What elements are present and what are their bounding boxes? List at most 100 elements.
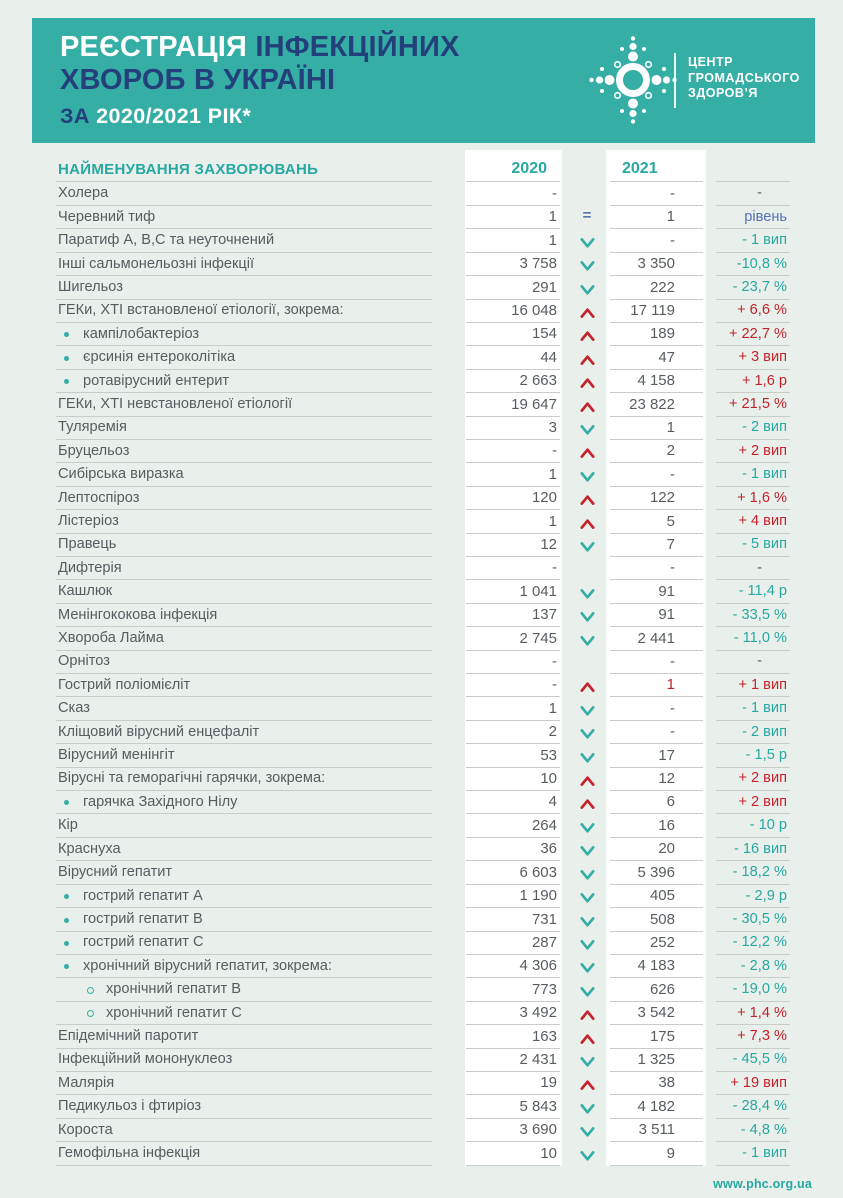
value-2020: 287 <box>466 932 560 955</box>
trend-indicator: = <box>564 1119 610 1142</box>
trend-indicator: = <box>564 768 610 791</box>
trend-indicator: = <box>564 510 610 533</box>
value-2020: 2 431 <box>466 1049 560 1072</box>
down-arrow-icon <box>579 1103 595 1114</box>
change-value: - 5 вип <box>716 534 790 557</box>
value-2021: 189 <box>610 323 703 347</box>
down-arrow-icon <box>579 635 595 646</box>
col-2020-header: 2020 <box>466 152 560 182</box>
value-2020: 291 <box>466 276 560 300</box>
value-2020: 10 <box>466 768 560 792</box>
value-2021: 222 <box>610 276 703 300</box>
down-arrow-icon <box>579 729 595 739</box>
trend-indicator: = <box>564 557 610 580</box>
table-row: гострий гепатит В 731 = 508 - 30,5 % <box>0 908 843 932</box>
value-2021: 1 325 <box>610 1049 703 1072</box>
trend-indicator: = <box>564 955 610 978</box>
trend-indicator: = <box>564 206 610 229</box>
disease-name: Краснуха <box>56 838 432 862</box>
trend-indicator: = <box>564 651 610 674</box>
value-2020: 10 <box>466 1142 560 1166</box>
disease-name: Правець <box>56 534 432 557</box>
page-title: РЕЄСТРАЦІЯ ІНФЕКЦІЙНИХ ХВОРОБ В УКРАЇНІ <box>60 31 460 97</box>
change-value: - 2,9 р <box>716 885 790 909</box>
table-row: Черевний тиф 1 = 1 рівень <box>0 206 843 230</box>
change-value: - 2,8 % <box>716 955 790 979</box>
value-2021: 626 <box>610 978 703 1002</box>
value-2020: 12 <box>466 534 560 557</box>
disease-name: Гострий поліомієліт <box>56 674 432 698</box>
value-2021: 4 183 <box>610 955 703 979</box>
value-2021: 1 <box>610 206 703 230</box>
value-2021: - <box>610 229 703 253</box>
table-row: Епідемічний паротит 163 = 175 + 7,3 % <box>0 1025 843 1049</box>
value-2021: 5 396 <box>610 861 703 885</box>
col-change-header <box>716 152 790 182</box>
trend-indicator: = <box>564 814 610 837</box>
trend-indicator: = <box>564 1025 610 1048</box>
table-row: гострий гепатит А 1 190 = 405 - 2,9 р <box>0 885 843 909</box>
table-row: хронічний вірусний гепатит, зокрема: 4 3… <box>0 955 843 979</box>
value-2020: 731 <box>466 908 560 932</box>
up-arrow-icon <box>579 1080 595 1091</box>
value-2021: 20 <box>610 838 703 862</box>
value-2021: 4 182 <box>610 1095 703 1119</box>
table-row: ГЕКи, ХТІ невстановленої етіології 19 64… <box>0 393 843 417</box>
value-2020: 6 603 <box>466 861 560 885</box>
value-2021: 3 542 <box>610 1002 703 1026</box>
footer-url[interactable]: www.phc.org.ua <box>713 1177 812 1191</box>
change-value: + 19 вип <box>716 1072 790 1096</box>
value-2021: - <box>610 183 703 206</box>
value-2020: 163 <box>466 1025 560 1049</box>
change-value: + 1,6 р <box>716 370 790 394</box>
up-arrow-icon <box>579 799 595 810</box>
disease-name: Інші сальмонельозні інфекції <box>56 253 432 277</box>
disease-name: хронічний гепатит С <box>56 1002 432 1026</box>
table-row: Сказ 1 = - - 1 вип <box>0 697 843 721</box>
trend-indicator: = <box>564 276 610 299</box>
value-2020: - <box>466 674 560 698</box>
change-value: - 1 вип <box>716 697 790 721</box>
equal-icon: = <box>582 207 592 225</box>
table-row: Вірусний менінгіт 53 = 17 - 1,5 р <box>0 744 843 768</box>
down-arrow-icon <box>579 916 595 927</box>
disease-name: Малярія <box>56 1072 432 1096</box>
trend-indicator: = <box>564 300 610 323</box>
change-value: - 23,7 % <box>716 276 790 300</box>
trend-indicator: = <box>564 370 610 393</box>
change-value: - 2 вип <box>716 721 790 745</box>
table-row: Кашлюк 1 041 = 91 - 11,4 р <box>0 580 843 604</box>
col-2021-header: 2021 <box>610 152 703 182</box>
trend-indicator: = <box>564 791 610 814</box>
value-2021: 6 <box>610 791 703 815</box>
table-rows: Холера - = - - Черевний тиф 1 = 1 рівень <box>0 183 843 1166</box>
table-row: Орнітоз - = - - <box>0 651 843 675</box>
value-2020: 2 745 <box>466 627 560 651</box>
disease-name: ГЕКи, ХТІ встановленої етіології, зокрем… <box>56 300 432 323</box>
change-value: - 28,4 % <box>716 1095 790 1119</box>
trend-indicator: = <box>564 183 610 206</box>
down-arrow-icon <box>579 588 595 599</box>
change-value: - 16 вип <box>716 838 790 862</box>
table-row: Педикульоз і фтиріоз 5 843 = 4 182 - 28,… <box>0 1095 843 1119</box>
disease-name: Бруцельоз <box>56 440 432 464</box>
down-arrow-icon <box>579 237 595 248</box>
value-strip-2020 <box>465 150 562 1166</box>
change-value: -10,8 % <box>716 253 790 277</box>
bullet-icon <box>64 800 69 806</box>
bullet-icon <box>64 894 69 900</box>
disease-name: Лістеріоз <box>56 510 432 534</box>
value-2021: 1 <box>610 417 703 440</box>
trend-indicator: = <box>564 838 610 861</box>
disease-name: Туляремія <box>56 417 432 440</box>
trend-indicator: = <box>564 417 610 440</box>
disease-name: ГЕКи, ХТІ невстановленої етіології <box>56 393 432 417</box>
value-2020: 1 <box>466 206 560 230</box>
disease-name: Шигельоз <box>56 276 432 300</box>
org-line-3: ЗДОРОВ’Я <box>688 86 758 100</box>
trend-indicator: = <box>564 932 610 955</box>
trend-indicator: = <box>564 1095 610 1118</box>
down-arrow-icon <box>579 893 595 903</box>
disease-name: хронічний гепатит В <box>56 978 432 1002</box>
disease-name: Інфекційний мононуклеоз <box>56 1049 432 1072</box>
